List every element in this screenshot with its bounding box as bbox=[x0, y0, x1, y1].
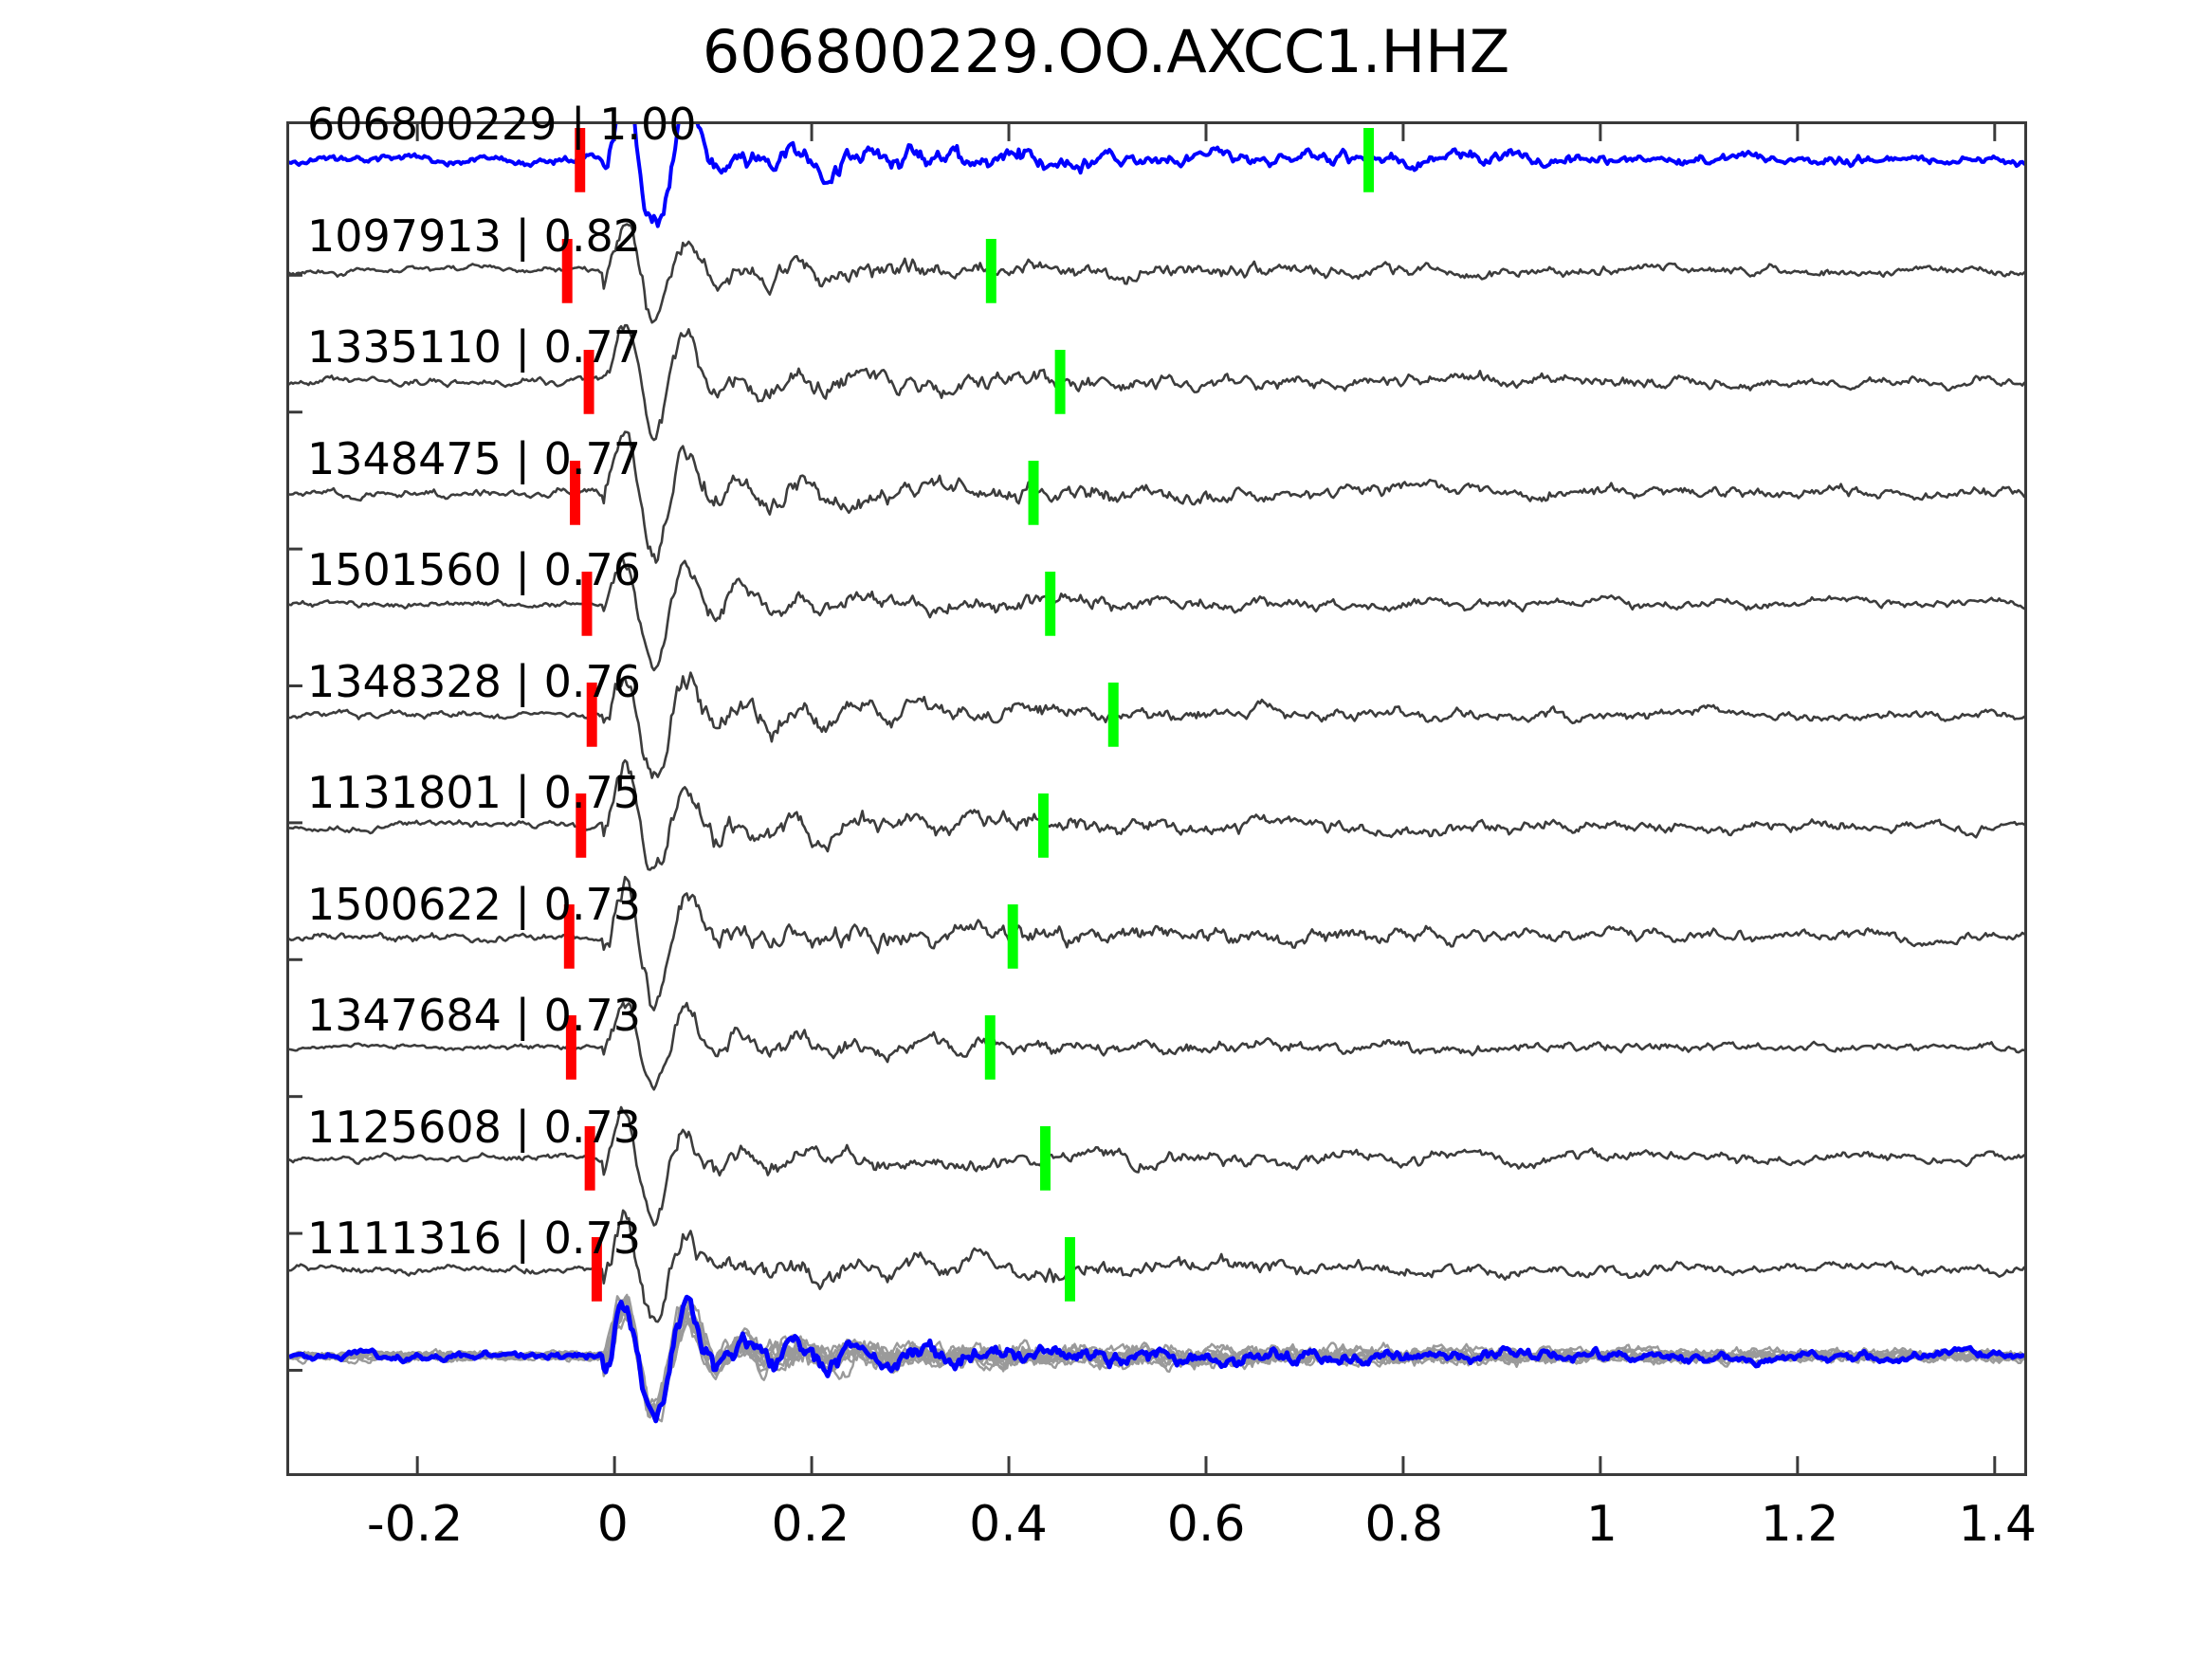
x-axis-tick-labels: -0.2 0 0.2 0.4 0.6 0.8 1 1.2 1.4 bbox=[286, 1496, 2037, 1572]
plot-area bbox=[286, 121, 2027, 1476]
x-tick-label: 0.2 bbox=[771, 1496, 850, 1553]
trace-group bbox=[289, 758, 2024, 871]
stack-reference-trace bbox=[289, 1294, 2024, 1424]
x-tick-label: 0.4 bbox=[969, 1496, 1048, 1553]
waveform-trace bbox=[289, 875, 2024, 1012]
x-tick-label: -0.2 bbox=[366, 1496, 464, 1553]
trace-label: 1348475 | 0.77 bbox=[307, 432, 642, 484]
waveform-trace bbox=[289, 1209, 2024, 1323]
x-tick-label: 1.4 bbox=[1958, 1496, 2038, 1553]
waveform-trace bbox=[289, 671, 2024, 779]
trace-label: 606800229 | 1.00 bbox=[307, 99, 697, 150]
waveform-trace bbox=[289, 557, 2024, 672]
stack-panel bbox=[289, 1293, 2024, 1424]
page-title: 606800229.OO.AXCC1.HHZ bbox=[702, 17, 1510, 86]
waveform-trace bbox=[289, 223, 2024, 324]
trace-group bbox=[289, 557, 2024, 672]
trace-label: 1097913 | 0.82 bbox=[307, 210, 642, 262]
trace-label: 1501560 | 0.76 bbox=[307, 544, 642, 595]
x-tick-label: 0 bbox=[596, 1496, 629, 1553]
trace-group bbox=[289, 1001, 2024, 1091]
trace-label: 1335110 | 0.77 bbox=[307, 321, 642, 373]
trace-group bbox=[289, 223, 2024, 324]
waveform-canvas bbox=[289, 124, 2024, 1473]
waveform-trace bbox=[289, 1105, 2024, 1227]
trace-label: 1125608 | 0.73 bbox=[307, 1101, 642, 1153]
x-tick-label: 0.6 bbox=[1166, 1496, 1246, 1553]
trace-group bbox=[289, 1105, 2024, 1227]
trace-label: 1111316 | 0.73 bbox=[307, 1212, 642, 1264]
x-tick-label: 0.8 bbox=[1364, 1496, 1444, 1553]
trace-label: 1348328 | 0.76 bbox=[307, 655, 642, 707]
trace-group bbox=[289, 323, 2024, 442]
x-tick-label: 1 bbox=[1585, 1496, 1618, 1553]
trace-group bbox=[289, 124, 2024, 228]
waveform-trace bbox=[289, 323, 2024, 442]
trace-label: 1500622 | 0.73 bbox=[307, 878, 642, 930]
x-tick-label: 1.2 bbox=[1760, 1496, 1839, 1553]
trace-group bbox=[289, 1209, 2024, 1323]
trace-group bbox=[289, 671, 2024, 779]
waveform-trace bbox=[289, 1001, 2024, 1091]
trace-label: 1131801 | 0.75 bbox=[307, 767, 642, 818]
trace-group bbox=[289, 875, 2024, 1012]
trace-group bbox=[289, 430, 2024, 564]
trace-label: 1347684 | 0.73 bbox=[307, 990, 642, 1041]
